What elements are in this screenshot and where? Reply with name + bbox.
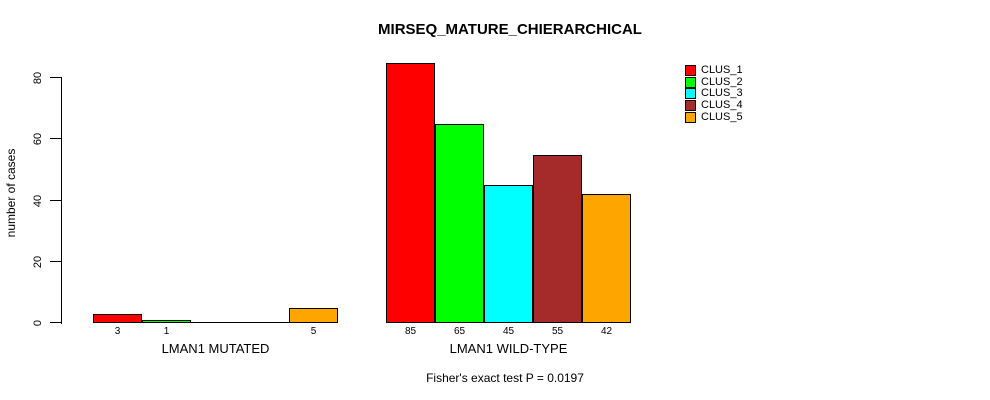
legend-label: CLUS_4	[701, 99, 743, 112]
bar-value-label: 42	[600, 326, 613, 337]
bar	[533, 155, 582, 323]
y-axis-tick	[50, 261, 62, 262]
bar-value-label: 45	[502, 326, 515, 337]
y-axis-tick-label: 40	[32, 194, 44, 208]
y-axis-tick	[50, 200, 62, 201]
x-axis-group-label: LMAN1 MUTATED	[161, 341, 270, 356]
legend: CLUS_1 CLUS_2 CLUS_3 CLUS_4 CLUS_5	[685, 65, 743, 123]
bar-value-label: 1	[163, 326, 170, 337]
legend-item: CLUS_2	[685, 75, 743, 89]
y-axis-tick	[50, 138, 62, 139]
legend-swatch	[685, 76, 696, 88]
y-axis-line	[61, 78, 62, 324]
bar	[435, 124, 484, 323]
y-axis-title: number of cases	[4, 148, 18, 238]
legend-label: CLUS_5	[701, 110, 743, 123]
bar	[142, 320, 191, 323]
legend-item: CLUS_3	[685, 88, 743, 100]
y-axis-tick-label: 20	[32, 255, 44, 269]
legend-swatch	[685, 111, 696, 123]
legend-item: CLUS_4	[685, 100, 743, 112]
y-axis-tick-label: 0	[32, 319, 44, 327]
y-axis-tick	[50, 77, 62, 78]
zero-bar	[240, 322, 289, 323]
y-axis-tick-label: 60	[32, 132, 44, 146]
bar-value-label: 55	[551, 326, 564, 337]
legend-label: CLUS_3	[701, 87, 743, 100]
legend-swatch	[685, 100, 696, 112]
chart-title: MIRSEQ_MATURE_CHIERARCHICAL	[378, 21, 642, 38]
bar	[93, 314, 142, 323]
zero-bar	[191, 322, 240, 323]
bar-value-label: 3	[114, 326, 121, 337]
legend-label: CLUS_2	[701, 75, 743, 88]
bar	[289, 308, 338, 323]
y-axis-tick-label: 80	[32, 71, 44, 85]
legend-swatch	[685, 65, 696, 77]
bar-value-label: 5	[310, 326, 317, 337]
bar-value-label: 85	[404, 326, 417, 337]
legend-item: CLUS_1	[685, 65, 743, 77]
x-axis-group-label: LMAN1 WILD-TYPE	[449, 341, 568, 356]
bar-value-label: 65	[453, 326, 466, 337]
fisher-test-annotation: Fisher's exact test P = 0.0197	[426, 371, 584, 385]
legend-swatch	[685, 88, 696, 100]
bar	[386, 63, 435, 323]
bar	[484, 185, 533, 323]
y-axis-tick	[50, 322, 62, 323]
bar	[582, 194, 631, 323]
legend-label: CLUS_1	[701, 64, 743, 77]
legend-item: CLUS_5	[685, 111, 743, 123]
